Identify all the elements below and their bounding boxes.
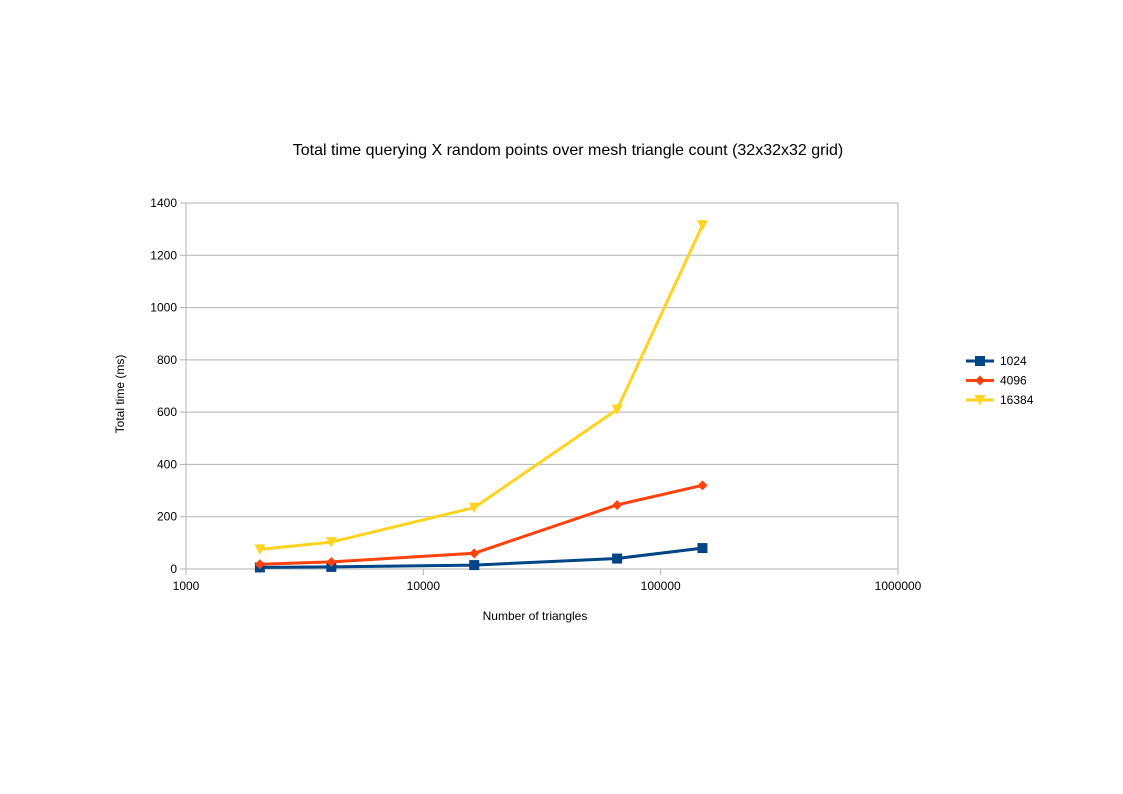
y-tick-label: 1200	[150, 248, 177, 262]
y-tick-label: 400	[157, 457, 177, 471]
data-point	[468, 502, 480, 514]
y-tick-label: 1400	[150, 196, 177, 210]
data-point	[697, 543, 708, 554]
data-point	[612, 499, 623, 510]
x-tick-label: 1000	[173, 579, 200, 593]
gridlines	[186, 254, 898, 518]
legend-marker	[974, 395, 986, 406]
x-axis-label: Number of triangles	[483, 609, 588, 623]
y-tick-label: 1000	[150, 301, 177, 315]
plot-area	[185, 202, 899, 570]
legend-label: 16384	[1000, 393, 1034, 407]
series-4096	[254, 480, 708, 570]
legend-entry: 4096	[966, 374, 1027, 388]
legend-label: 4096	[1000, 374, 1027, 388]
y-axis-label: Total time (ms)	[113, 355, 127, 434]
chart-title: Total time querying X random points over…	[293, 142, 844, 159]
data-point	[611, 404, 623, 416]
data-point	[612, 553, 623, 564]
series-16384	[254, 220, 708, 555]
y-tick-label: 0	[170, 562, 177, 576]
x-tick-label: 10000	[407, 579, 441, 593]
legend: 1024 4096 16384	[966, 354, 1034, 407]
legend-marker	[975, 375, 985, 386]
data-point	[696, 220, 708, 231]
x-tick-label: 100000	[641, 579, 681, 593]
y-tick-label: 200	[157, 510, 177, 524]
y-tick-label: 800	[157, 353, 177, 367]
y-axis-ticks: 0 200 400 600 800 1000 1200 1400	[150, 196, 186, 576]
data-point	[325, 537, 337, 548]
data-point	[697, 480, 708, 491]
legend-entry: 1024	[966, 354, 1027, 368]
y-tick-label: 600	[157, 405, 177, 419]
plot-frame	[185, 202, 899, 570]
series-layer	[254, 220, 708, 573]
data-point	[254, 559, 265, 570]
x-tick-label: 1000000	[875, 579, 922, 593]
x-axis-ticks: 1000 10000 100000 1000000	[173, 569, 922, 593]
legend-marker	[975, 356, 985, 366]
data-point	[254, 544, 266, 555]
data-point	[326, 556, 337, 567]
data-point	[469, 548, 480, 559]
legend-entry: 16384	[966, 393, 1034, 407]
legend-label: 1024	[1000, 354, 1027, 368]
data-point	[469, 560, 480, 571]
